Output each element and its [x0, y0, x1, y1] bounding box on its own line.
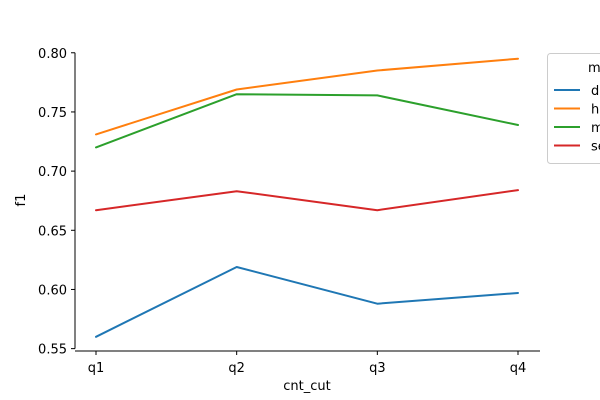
legend: mdhmse — [547, 53, 600, 164]
series-line-se — [95, 189, 519, 212]
series-lines — [95, 57, 519, 338]
y-tick-label: 0.75 — [38, 106, 67, 121]
series-line-h — [95, 57, 519, 136]
y-axis-label: f1 — [14, 194, 29, 207]
x-tick-label: q4 — [510, 361, 527, 376]
y-tick-label: 0.55 — [38, 343, 67, 358]
x-tick-label: q1 — [88, 361, 105, 376]
x-axis-label: cnt_cut — [283, 379, 330, 394]
legend-title: m — [588, 61, 600, 76]
series-line-d — [95, 266, 519, 338]
series-line-m — [95, 93, 519, 149]
legend-label-h: h — [591, 103, 599, 118]
legend-label-m: m — [591, 121, 600, 136]
y-tick-label: 0.80 — [38, 47, 67, 62]
x-tick-label: q2 — [228, 361, 245, 376]
x-tick-label: q3 — [369, 361, 386, 376]
y-tick-label: 0.70 — [38, 165, 67, 180]
y-tick-label: 0.60 — [38, 283, 67, 298]
legend-label-se: se — [591, 140, 600, 155]
y-tick-label: 0.65 — [38, 224, 67, 239]
axes: q1 q2 q3 q4 0.55 0.60 0.65 0.70 0.75 0.80 — [38, 47, 540, 376]
legend-label-d: d — [591, 84, 599, 99]
